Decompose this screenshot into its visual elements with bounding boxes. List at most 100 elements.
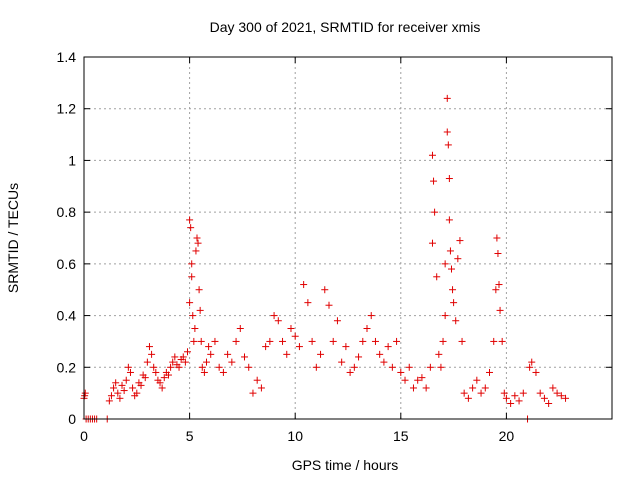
x-tick-label: 5 <box>186 428 194 444</box>
data-point <box>388 363 396 371</box>
data-point <box>439 337 447 345</box>
data-point <box>236 325 244 332</box>
data-point <box>500 389 508 397</box>
data-point <box>414 376 422 384</box>
data-point <box>433 273 441 281</box>
data-point <box>188 260 196 268</box>
y-tick-label: 1.2 <box>57 101 77 117</box>
data-point <box>350 363 358 371</box>
data-point <box>450 299 458 307</box>
data-point <box>443 128 451 136</box>
data-point <box>437 363 445 371</box>
data-point <box>167 363 175 371</box>
x-tick-label: 15 <box>393 428 409 444</box>
y-tick-label: 0.8 <box>57 204 77 220</box>
data-point <box>376 350 384 358</box>
data-point <box>195 286 203 294</box>
data-point <box>449 286 457 294</box>
data-point <box>511 392 519 400</box>
data-point <box>200 368 208 376</box>
data-point <box>175 363 183 371</box>
data-point <box>219 368 227 376</box>
data-point <box>160 374 168 382</box>
data-point <box>338 358 346 366</box>
data-point <box>158 384 166 392</box>
data-point <box>207 350 215 358</box>
data-point <box>486 368 494 376</box>
data-point <box>143 358 151 366</box>
data-point <box>304 299 312 307</box>
data-point <box>81 389 89 397</box>
data-point <box>169 358 177 366</box>
data-point <box>397 368 405 376</box>
data-point <box>116 394 124 402</box>
data-point <box>443 94 451 102</box>
data-point <box>342 343 350 351</box>
data-point <box>540 394 548 402</box>
data-point <box>418 374 426 382</box>
data-point <box>562 394 570 402</box>
data-point <box>191 325 199 332</box>
data-point <box>447 265 455 273</box>
data-point <box>321 286 329 294</box>
data-point <box>428 239 436 247</box>
data-point <box>545 399 553 407</box>
data-point <box>133 389 141 397</box>
data-point <box>409 384 417 392</box>
x-axis-title: GPS time / hours <box>292 457 399 473</box>
data-point <box>189 312 197 320</box>
data-point <box>355 353 363 361</box>
data-point <box>435 350 443 358</box>
data-point <box>262 343 270 351</box>
data-point <box>287 325 295 332</box>
data-point <box>118 381 126 389</box>
data-point <box>333 317 341 325</box>
data-point <box>473 376 481 384</box>
data-point <box>428 151 436 159</box>
data-point <box>187 224 195 232</box>
data-point <box>141 374 149 382</box>
data-point <box>211 337 219 345</box>
data-point <box>124 363 132 371</box>
data-point <box>186 216 194 224</box>
data-point <box>194 239 202 247</box>
data-point <box>380 358 388 366</box>
data-point <box>107 392 115 400</box>
data-point <box>164 371 172 379</box>
data-point <box>454 255 462 263</box>
data-point <box>532 368 540 376</box>
data-point <box>245 363 253 371</box>
data-point <box>114 389 122 397</box>
y-tick-label: 0.6 <box>57 256 77 272</box>
data-point <box>129 384 137 392</box>
data-point <box>452 317 460 325</box>
data-point <box>405 363 413 371</box>
data-point <box>371 337 379 345</box>
data-point <box>481 384 489 392</box>
data-point <box>498 337 506 345</box>
data-point <box>148 350 156 358</box>
data-point <box>464 394 472 402</box>
data-point <box>477 389 485 397</box>
plot-frame <box>83 56 613 420</box>
data-point <box>536 389 544 397</box>
data-point <box>202 358 210 366</box>
data-point <box>494 250 502 258</box>
data-point <box>346 368 354 376</box>
data-point <box>205 343 213 351</box>
data-point <box>253 376 261 384</box>
data-point <box>460 389 468 397</box>
data-point <box>224 350 232 358</box>
data-point <box>295 343 303 351</box>
data-point <box>270 312 278 320</box>
data-point <box>441 260 449 268</box>
data-point <box>490 337 498 345</box>
data-point <box>215 363 223 371</box>
data-point <box>145 343 153 351</box>
data-point <box>179 353 187 361</box>
data-point <box>367 312 375 320</box>
data-point <box>507 399 515 407</box>
data-point <box>283 350 291 358</box>
data-point <box>193 234 201 242</box>
